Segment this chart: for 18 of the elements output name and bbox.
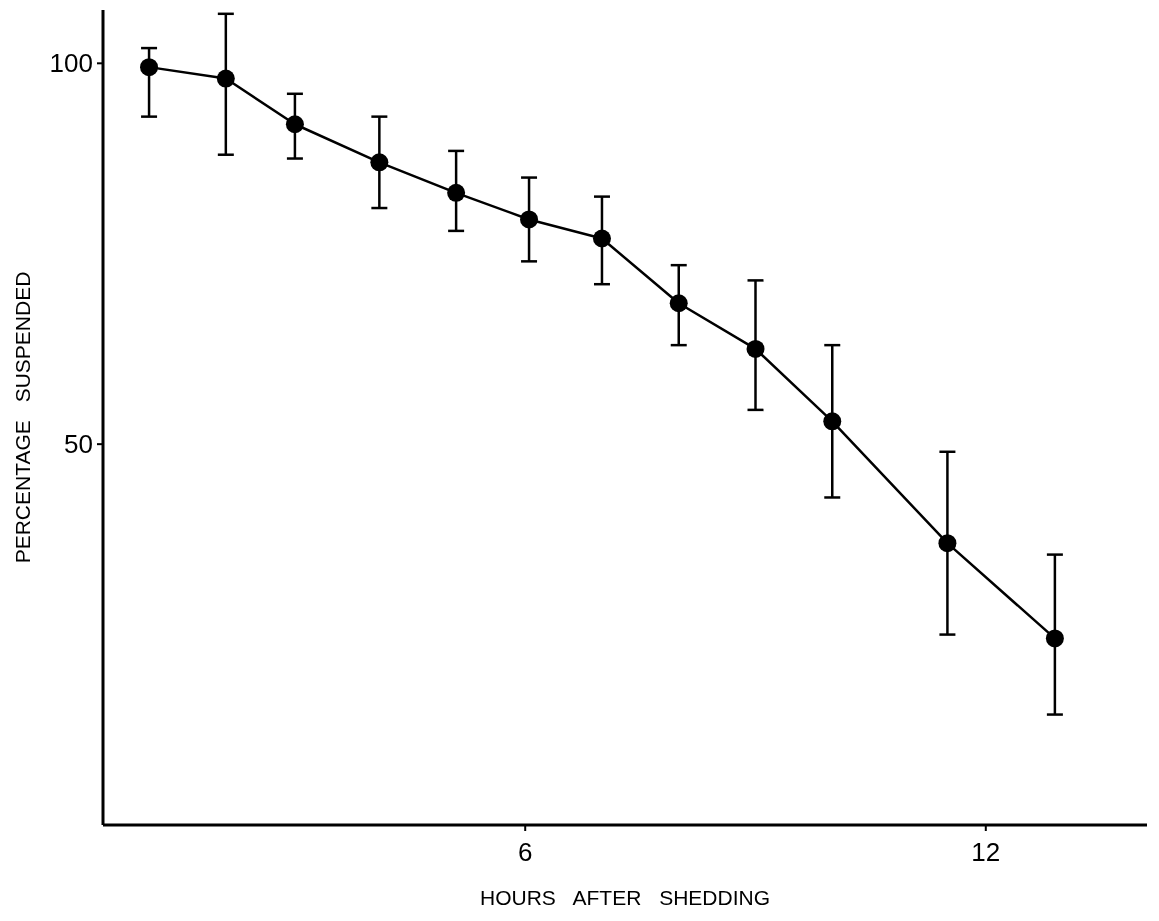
point	[285, 115, 304, 134]
point	[823, 412, 842, 431]
point	[370, 153, 389, 172]
x-tick-label: 6	[517, 837, 533, 867]
point	[938, 534, 957, 553]
y-tick-label: 100	[49, 48, 93, 79]
y-axis-title: PERCENTAGE SUSPENDED	[11, 271, 34, 564]
point	[447, 183, 466, 202]
x-tick-label: 12	[971, 837, 1001, 867]
point	[1045, 629, 1064, 648]
point	[592, 229, 611, 248]
point	[669, 294, 688, 313]
x-axis-title: HOURS AFTER SHEDDING	[479, 886, 771, 909]
y-tick-label: 50	[64, 429, 93, 460]
point	[520, 210, 539, 229]
point	[216, 69, 235, 88]
point	[746, 339, 765, 358]
point	[140, 58, 159, 77]
